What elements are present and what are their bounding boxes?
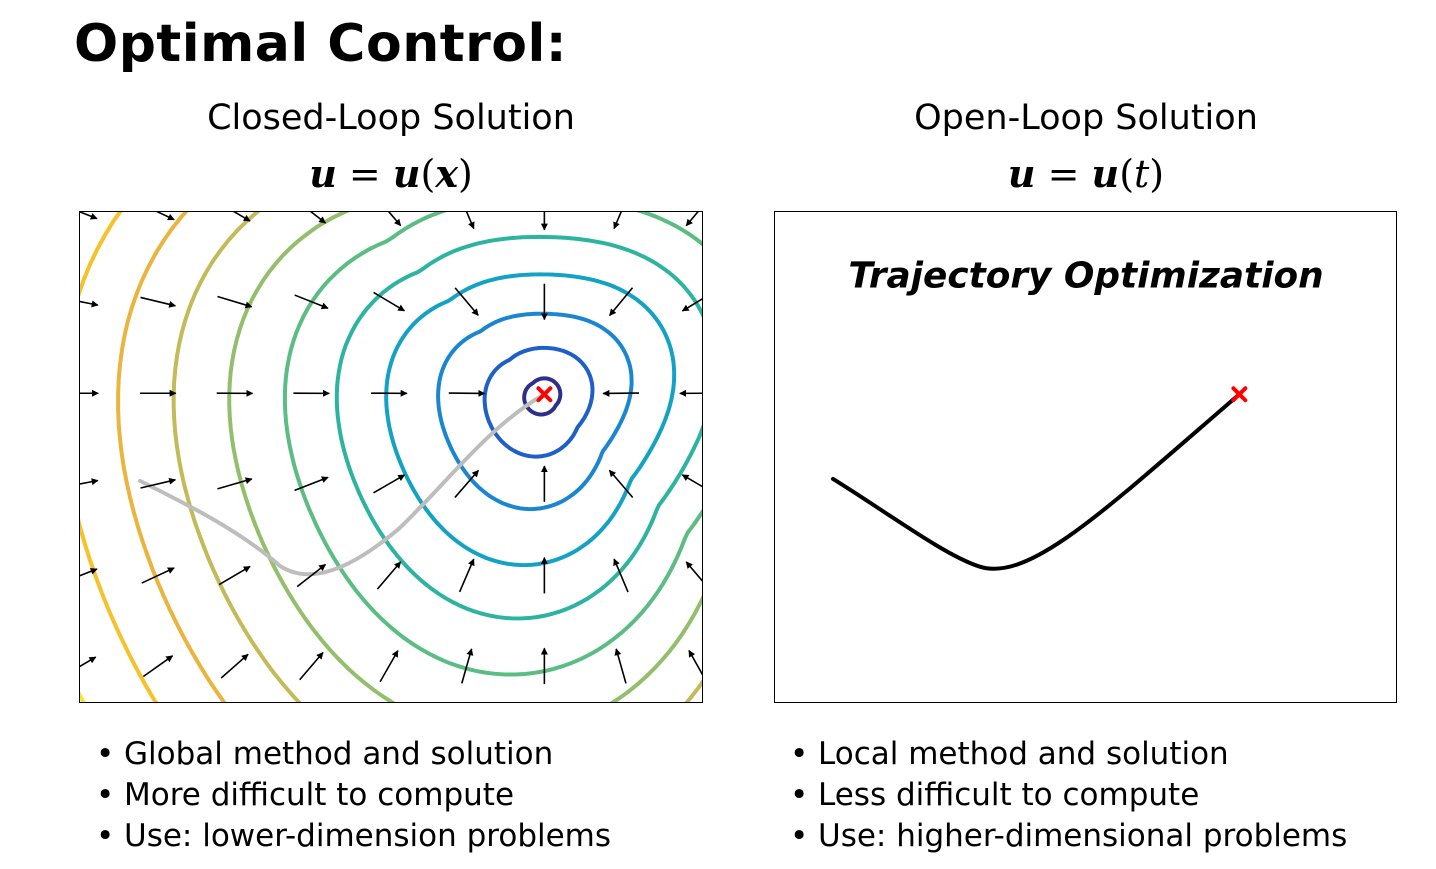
policy-arrow [461,648,474,684]
formula-paren-open: ( [420,152,436,196]
formula-equals: = [1047,152,1080,196]
policy-arrow [217,477,253,490]
open-loop-trajectory-plot: Trajectory Optimization [774,211,1397,703]
policy-arrow [376,561,402,590]
list-item: Less difficult to compute [790,775,1347,816]
open-loop-trajectory [831,392,1242,571]
policy-arrow [233,212,251,222]
policy-arrow [458,558,475,593]
policy-arrow [80,478,99,486]
formula-lhs: u [1007,151,1036,196]
policy-arrow [608,469,634,499]
policy-arrow [141,567,175,584]
policy-arrow [379,650,399,683]
policy-arrow [685,561,702,582]
policy-arrow [454,469,480,498]
open-loop-formula: u = u(t) [776,151,1396,196]
policy-arrow [310,212,327,224]
policy-arrow [685,212,699,227]
goal-marker-icon [1231,386,1248,403]
policy-arrow [373,291,406,312]
policy-arrow [217,295,253,309]
policy-arrow [688,649,702,676]
trajectory-optimization-label: Trajectory Optimization [848,256,1323,297]
closed-loop-formula: u = u(x) [81,151,701,196]
policy-arrow [218,565,251,586]
policy-arrow [80,300,99,308]
policy-arrow [608,287,634,317]
policy-arrow [373,474,406,494]
policy-arrow [299,651,324,681]
policy-arrow [220,653,249,679]
contour-line [334,234,702,621]
contour-line [282,212,702,677]
list-item: Use: lower-dimension problems [96,816,611,857]
policy-arrow [681,298,702,312]
policy-arrow [613,558,629,593]
contour-and-policy-field [80,212,702,702]
closed-loop-bullet-list: Global method and solution More difficul… [96,734,611,857]
policy-arrow [140,296,177,308]
policy-arrow [80,656,97,668]
policy-arrow [613,212,622,230]
goal-marker-icon [536,386,553,403]
policy-arrow [80,568,98,577]
policy-arrow [681,474,702,488]
formula-function: u [1091,151,1120,196]
policy-arrow [156,212,175,221]
formula-argument: t [1134,152,1150,196]
formula-function: u [392,151,421,196]
formula-argument: x [435,151,458,196]
policy-arrow [142,655,174,678]
contour-line [227,212,702,702]
open-loop-bullet-list: Local method and solution Less difficult… [790,734,1347,857]
closed-loop-trajectory [138,392,547,577]
policy-arrow [294,476,329,492]
policy-arrow [294,294,329,310]
policy-arrow [80,212,98,220]
list-item: Local method and solution [790,734,1347,775]
policy-arrow [454,287,479,316]
formula-equals: = [348,152,381,196]
list-item: Global method and solution [96,734,611,775]
contour-line [482,345,595,459]
value-contour-lines [80,212,702,702]
contour-line [116,212,227,702]
contour-line [171,212,702,702]
policy-arrow [140,477,177,489]
closed-loop-value-function-plot [79,211,703,703]
formula-paren-close: ) [457,152,473,196]
slide-title: Optimal Control: [74,14,568,74]
policy-arrow [387,212,402,227]
policy-arrow-field [80,212,702,685]
policy-arrow [465,212,475,230]
trajectory-optimization-plot: Trajectory Optimization [831,256,1324,571]
closed-loop-heading: Closed-Loop Solution [207,98,575,138]
contour-line [436,311,634,512]
formula-paren-close: ) [1149,152,1165,196]
formula-paren-open: ( [1119,152,1135,196]
policy-arrow [296,563,327,588]
list-item: More difficult to compute [96,775,611,816]
contour-line [384,272,677,568]
contour-line [522,376,563,417]
list-item: Use: higher-dimensional problems [790,816,1347,857]
formula-lhs: u [309,151,337,196]
open-loop-heading: Open-Loop Solution [914,98,1258,138]
policy-arrow [614,648,627,684]
